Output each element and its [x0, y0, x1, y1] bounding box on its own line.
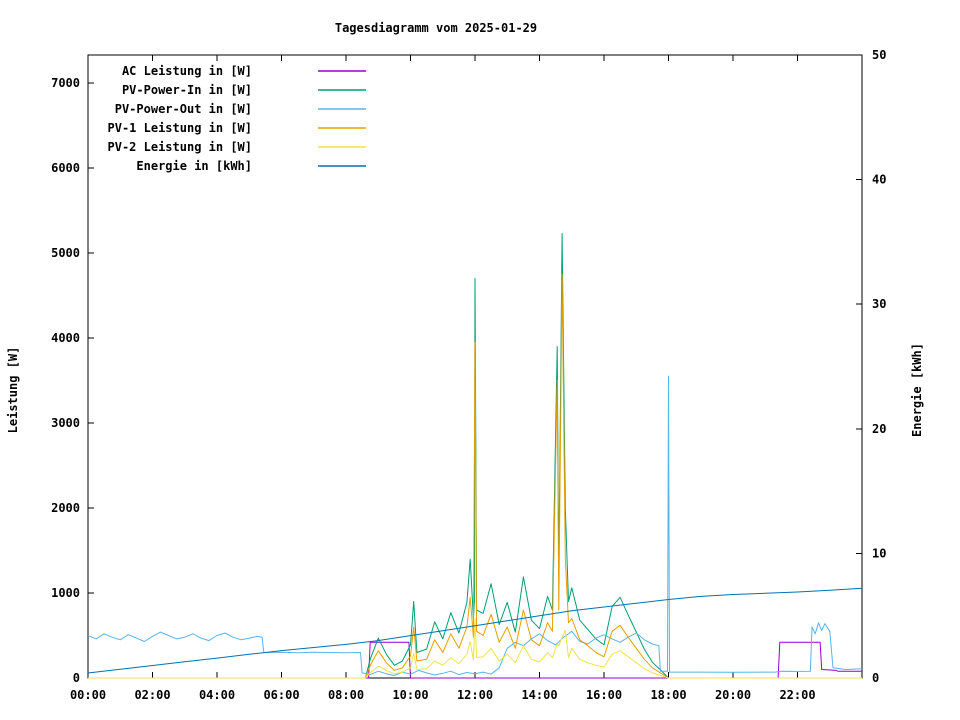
- legend-label-ac-leistung-in-w: AC Leistung in [W]: [122, 64, 252, 78]
- left-tick-label: 1000: [51, 586, 80, 600]
- left-tick-label: 2000: [51, 501, 80, 515]
- right-tick-label: 50: [872, 48, 886, 62]
- x-tick-label: 06:00: [263, 688, 299, 702]
- left-tick-label: 4000: [51, 331, 80, 345]
- right-tick-label: 10: [872, 546, 886, 560]
- right-tick-label: 0: [872, 671, 879, 685]
- right-axis: [856, 54, 862, 679]
- x-tick-label: 14:00: [521, 688, 557, 702]
- left-axis-label: Leistung [W]: [6, 347, 20, 434]
- legend-label-pv-2-leistung-in-w: PV-2 Leistung in [W]: [108, 140, 253, 154]
- left-axis: [88, 82, 94, 679]
- legend-label-pv-power-out-in-w: PV-Power-Out in [W]: [115, 102, 252, 116]
- series-line-pv-power-out-in-w: [87, 375, 863, 676]
- series-line-pv-power-in-in-w: [88, 233, 862, 679]
- series-line-pv-1-leistung-in-w: [88, 273, 862, 679]
- series-line-pv-2-leistung-in-w: [88, 618, 862, 679]
- right-tick-label: 40: [872, 173, 886, 187]
- left-tick-label: 0: [73, 671, 80, 685]
- series-lines: [87, 233, 863, 679]
- legend-label-pv-power-in-in-w: PV-Power-In in [W]: [122, 83, 252, 97]
- left-tick-label: 6000: [51, 161, 80, 175]
- left-tick-label: 5000: [51, 246, 80, 260]
- x-tick-label: 10:00: [392, 688, 428, 702]
- x-tick-label: 20:00: [715, 688, 751, 702]
- right-axis-label: Energie [kWh]: [910, 343, 924, 437]
- left-tick-label: 3000: [51, 416, 80, 430]
- series-line-ac-leistung-in-w: [88, 641, 862, 679]
- chart-title: Tagesdiagramm vom 2025-01-29: [335, 21, 537, 35]
- right-tick-label: 30: [872, 297, 886, 311]
- legend-label-pv-1-leistung-in-w: PV-1 Leistung in [W]: [108, 121, 253, 135]
- right-tick-label: 20: [872, 422, 886, 436]
- x-tick-label: 22:00: [779, 688, 815, 702]
- x-tick-label: 12:00: [457, 688, 493, 702]
- legend-label-energie-in-kwh: Energie in [kWh]: [136, 159, 252, 173]
- left-tick-label: 7000: [51, 76, 80, 90]
- x-tick-label: 00:00: [70, 688, 106, 702]
- legend: AC Leistung in [W] PV-Power-In in [W] PV-P…: [108, 64, 366, 173]
- x-axis: [87, 55, 863, 678]
- series-line-energie-in-kwh: [87, 587, 863, 674]
- x-tick-label: 02:00: [134, 688, 170, 702]
- x-tick-label: 18:00: [650, 688, 686, 702]
- x-tick-label: 04:00: [199, 688, 235, 702]
- x-tick-label: 08:00: [328, 688, 364, 702]
- x-tick-label: 16:00: [586, 688, 622, 702]
